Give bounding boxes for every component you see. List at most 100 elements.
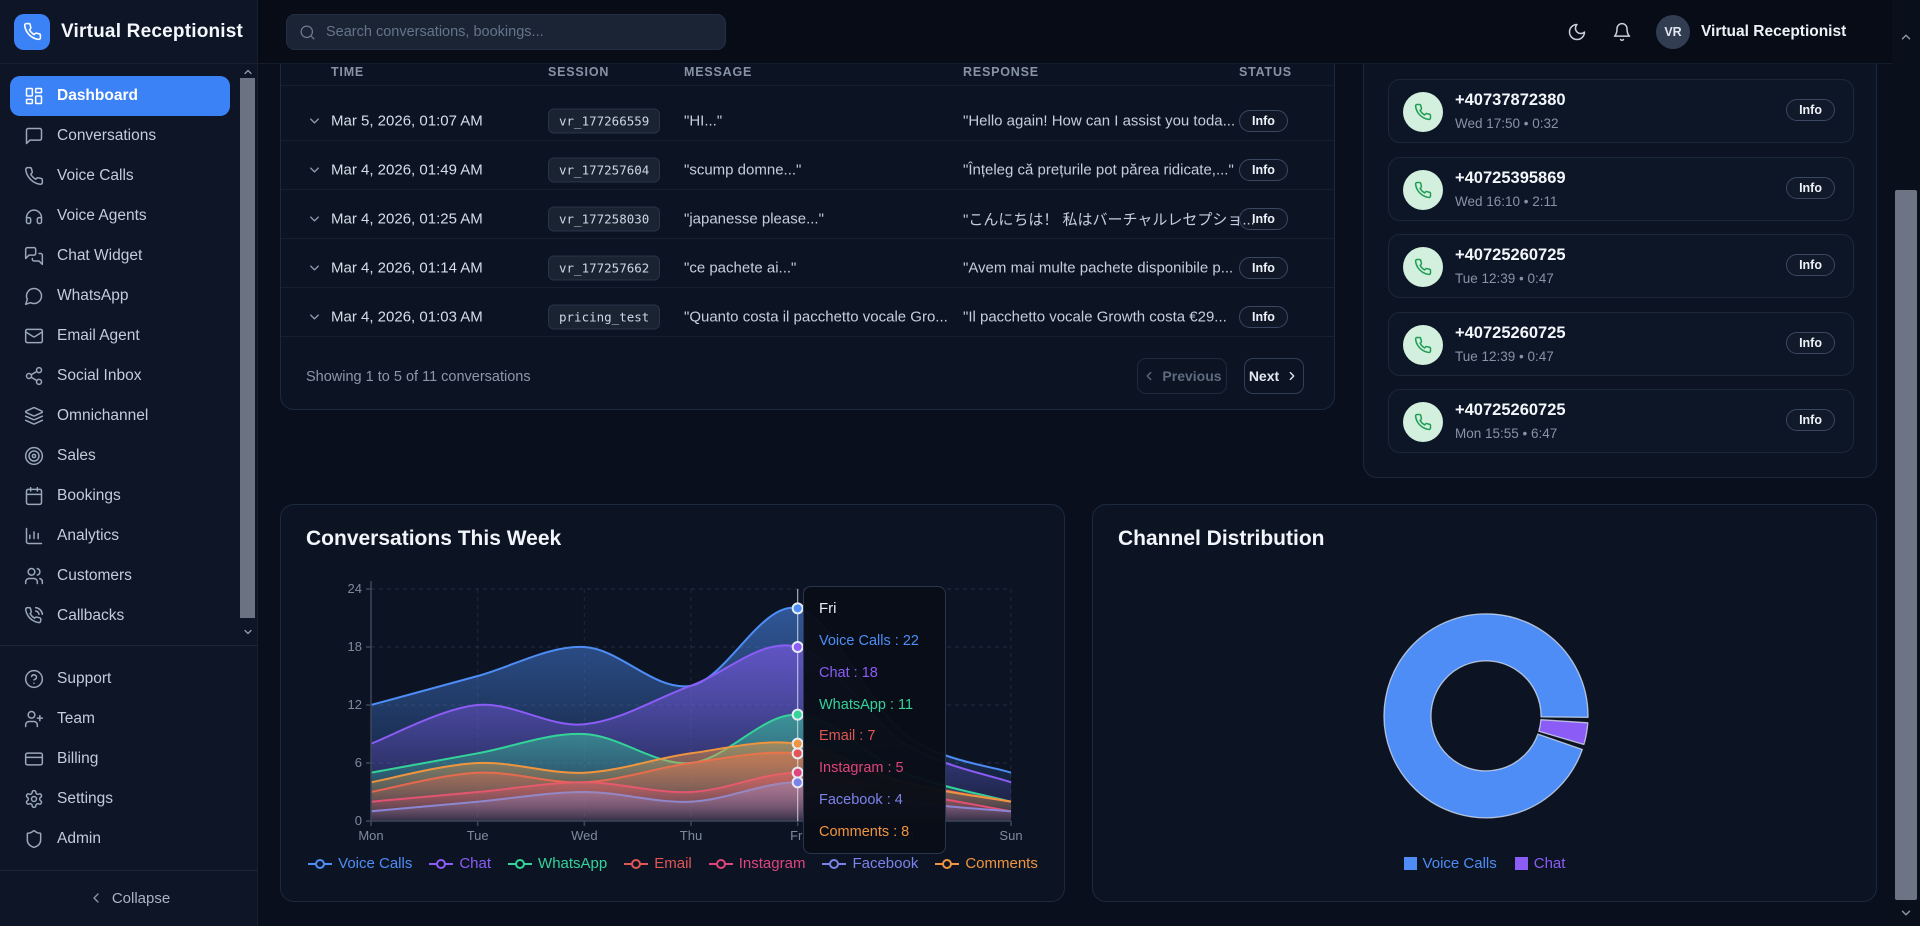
svg-text:24: 24	[348, 581, 362, 596]
sidebar-item-customers[interactable]: Customers	[10, 556, 230, 596]
row-expander[interactable]	[307, 260, 322, 275]
info-button[interactable]: Info	[1786, 99, 1835, 121]
row-expander[interactable]	[307, 211, 322, 226]
page-scrollbar[interactable]	[1892, 0, 1920, 926]
sidebar-item-voice-agents[interactable]: Voice Agents	[10, 196, 230, 236]
sidebar-item-support[interactable]: Support	[10, 659, 230, 699]
global-search[interactable]	[286, 14, 726, 50]
sidebar-item-billing[interactable]: Billing	[10, 739, 230, 779]
info-button[interactable]: Info	[1239, 305, 1288, 328]
row-expander[interactable]	[307, 113, 322, 128]
info-button[interactable]: Info	[1239, 207, 1288, 230]
call-number: +40737872380	[1455, 91, 1566, 109]
sidebar-item-admin[interactable]: Admin	[10, 819, 230, 859]
call-list-item[interactable]: +40725260725 Tue 12:39 • 0:47 Info	[1388, 311, 1854, 376]
call-list-item[interactable]: +40737872380 Wed 17:50 • 0:32 Info	[1388, 79, 1854, 143]
chevron-left-icon	[93, 893, 99, 903]
legend-item-comments[interactable]: Comments	[934, 855, 1038, 872]
sidebar-item-conversations[interactable]: Conversations	[10, 116, 230, 156]
sidebar-item-sales[interactable]: Sales	[10, 436, 230, 476]
sidebar-item-label: Voice Calls	[57, 167, 134, 184]
info-button[interactable]: Info	[1786, 331, 1835, 354]
sidebar-item-team[interactable]: Team	[10, 699, 230, 739]
messages-square-icon	[24, 246, 44, 266]
conversations-table-card: TIME SESSION MESSAGE RESPONSE STATUS Mar 5, …	[280, 40, 1335, 410]
call-meta: Tue 12:39 • 0:47	[1455, 348, 1554, 364]
chevron-up-icon	[243, 69, 252, 75]
table-row[interactable]: Mar 4, 2026, 01:14 AM vr_177257662 "ce pac…	[281, 243, 1334, 292]
legend-item-facebook[interactable]: Facebook	[821, 855, 918, 872]
donut-slice-voice-calls[interactable]	[1383, 613, 1589, 819]
user-avatar[interactable]: VR	[1656, 15, 1690, 49]
sidebar-item-analytics[interactable]: Analytics	[10, 516, 230, 556]
legend-item-chat[interactable]: Chat	[428, 855, 491, 872]
sidebar-item-whatsapp[interactable]: WhatsApp	[10, 276, 230, 316]
scroll-up-icon[interactable]	[240, 66, 255, 78]
call-avatar	[1403, 169, 1443, 210]
scroll-down-icon[interactable]	[240, 626, 255, 638]
next-page-button[interactable]: Next	[1244, 358, 1304, 394]
info-button[interactable]: Info	[1239, 256, 1288, 279]
info-button[interactable]: Info	[1239, 158, 1288, 181]
info-button[interactable]: Info	[1239, 109, 1288, 132]
call-avatar	[1403, 247, 1443, 287]
legend-line-icon	[508, 858, 533, 869]
sidebar-scrollbar[interactable]	[239, 64, 256, 646]
scroll-up-icon[interactable]	[1898, 30, 1914, 44]
sidebar-item-email-agent[interactable]: Email Agent	[10, 316, 230, 356]
sidebar-item-omnichannel[interactable]: Omnichannel	[10, 396, 230, 436]
svg-text:Sun: Sun	[999, 828, 1022, 843]
row-expander[interactable]	[307, 309, 322, 324]
settings-icon	[25, 789, 43, 809]
search-input[interactable]	[326, 24, 713, 40]
scroll-down-icon[interactable]	[1898, 906, 1914, 920]
sidebar-scrollbar-thumb[interactable]	[240, 78, 255, 618]
donut-slice-chat[interactable]	[1538, 719, 1589, 746]
notifications-button[interactable]	[1610, 20, 1634, 44]
pagination-summary: Showing 1 to 5 of 11 conversations	[306, 369, 531, 385]
previous-page-button[interactable]: Previous	[1137, 358, 1227, 394]
sidebar-item-callbacks[interactable]: Callbacks	[10, 596, 230, 636]
page-scrollbar-thumb[interactable]	[1895, 190, 1917, 900]
search-icon	[300, 24, 315, 40]
call-list-item[interactable]: +40725260725 Mon 15:55 • 6:47 Info	[1388, 389, 1854, 453]
app-title: Virtual Receptionist	[61, 20, 244, 42]
legend-item-voice-calls[interactable]: Voice Calls	[1403, 855, 1497, 872]
cell-response: "Avem mai multe pachete disponibile p...	[963, 259, 1234, 276]
legend-item-email[interactable]: Email	[623, 855, 692, 872]
chevron-down-icon	[310, 215, 319, 222]
sidebar-item-dashboard[interactable]: Dashboard	[10, 76, 230, 116]
sidebar-item-voice-calls[interactable]: Voice Calls	[10, 156, 230, 196]
sidebar-item-settings[interactable]: Settings	[10, 779, 230, 819]
legend-label: Voice Calls	[338, 855, 413, 872]
call-number: +40725260725	[1455, 323, 1566, 342]
legend-item-instagram[interactable]: Instagram	[708, 855, 805, 872]
table-row[interactable]: Mar 4, 2026, 01:03 AM pricing_test "Quanto…	[281, 292, 1334, 341]
sidebar-item-label: Billing	[57, 750, 99, 767]
sidebar-item-chat-widget[interactable]: Chat Widget	[10, 236, 230, 276]
call-list-item[interactable]: +40725260725 Tue 12:39 • 0:47 Info	[1388, 234, 1854, 298]
cell-response: "Il pacchetto vocale Growth costa €29...	[963, 308, 1227, 325]
row-expander[interactable]	[307, 162, 322, 177]
info-button[interactable]: Info	[1786, 409, 1835, 431]
legend-label: Voice Calls	[1422, 855, 1497, 872]
info-button[interactable]: Info	[1786, 254, 1835, 276]
legend-item-voice-calls[interactable]: Voice Calls	[307, 855, 412, 872]
theme-toggle-button[interactable]	[1565, 20, 1589, 44]
svg-text:0: 0	[355, 813, 362, 828]
table-row[interactable]: Mar 5, 2026, 01:07 AM vr_177266559 "HI..."…	[281, 96, 1334, 145]
sidebar-item-bookings[interactable]: Bookings	[10, 476, 230, 516]
collapse-button[interactable]: Collapse	[0, 876, 258, 920]
sidebar-item-label: Callbacks	[57, 607, 125, 624]
table-row[interactable]: Mar 4, 2026, 01:49 AM vr_177257604 "scump …	[281, 145, 1334, 194]
legend-label: Chat	[459, 855, 492, 872]
call-list-item[interactable]: +40725395869 Wed 16:10 • 2:11 Info	[1388, 156, 1854, 221]
column-header-message: MESSAGE	[684, 65, 753, 79]
legend-label: Chat	[1533, 855, 1566, 872]
table-row[interactable]: Mar 4, 2026, 01:25 AM vr_177258030 "japane…	[281, 194, 1334, 243]
dashboard-icon	[25, 87, 43, 105]
sidebar-item-social-inbox[interactable]: Social Inbox	[10, 356, 230, 396]
legend-item-whatsapp[interactable]: WhatsApp	[507, 855, 607, 872]
legend-item-chat[interactable]: Chat	[1514, 855, 1566, 872]
info-button[interactable]: Info	[1786, 176, 1835, 199]
